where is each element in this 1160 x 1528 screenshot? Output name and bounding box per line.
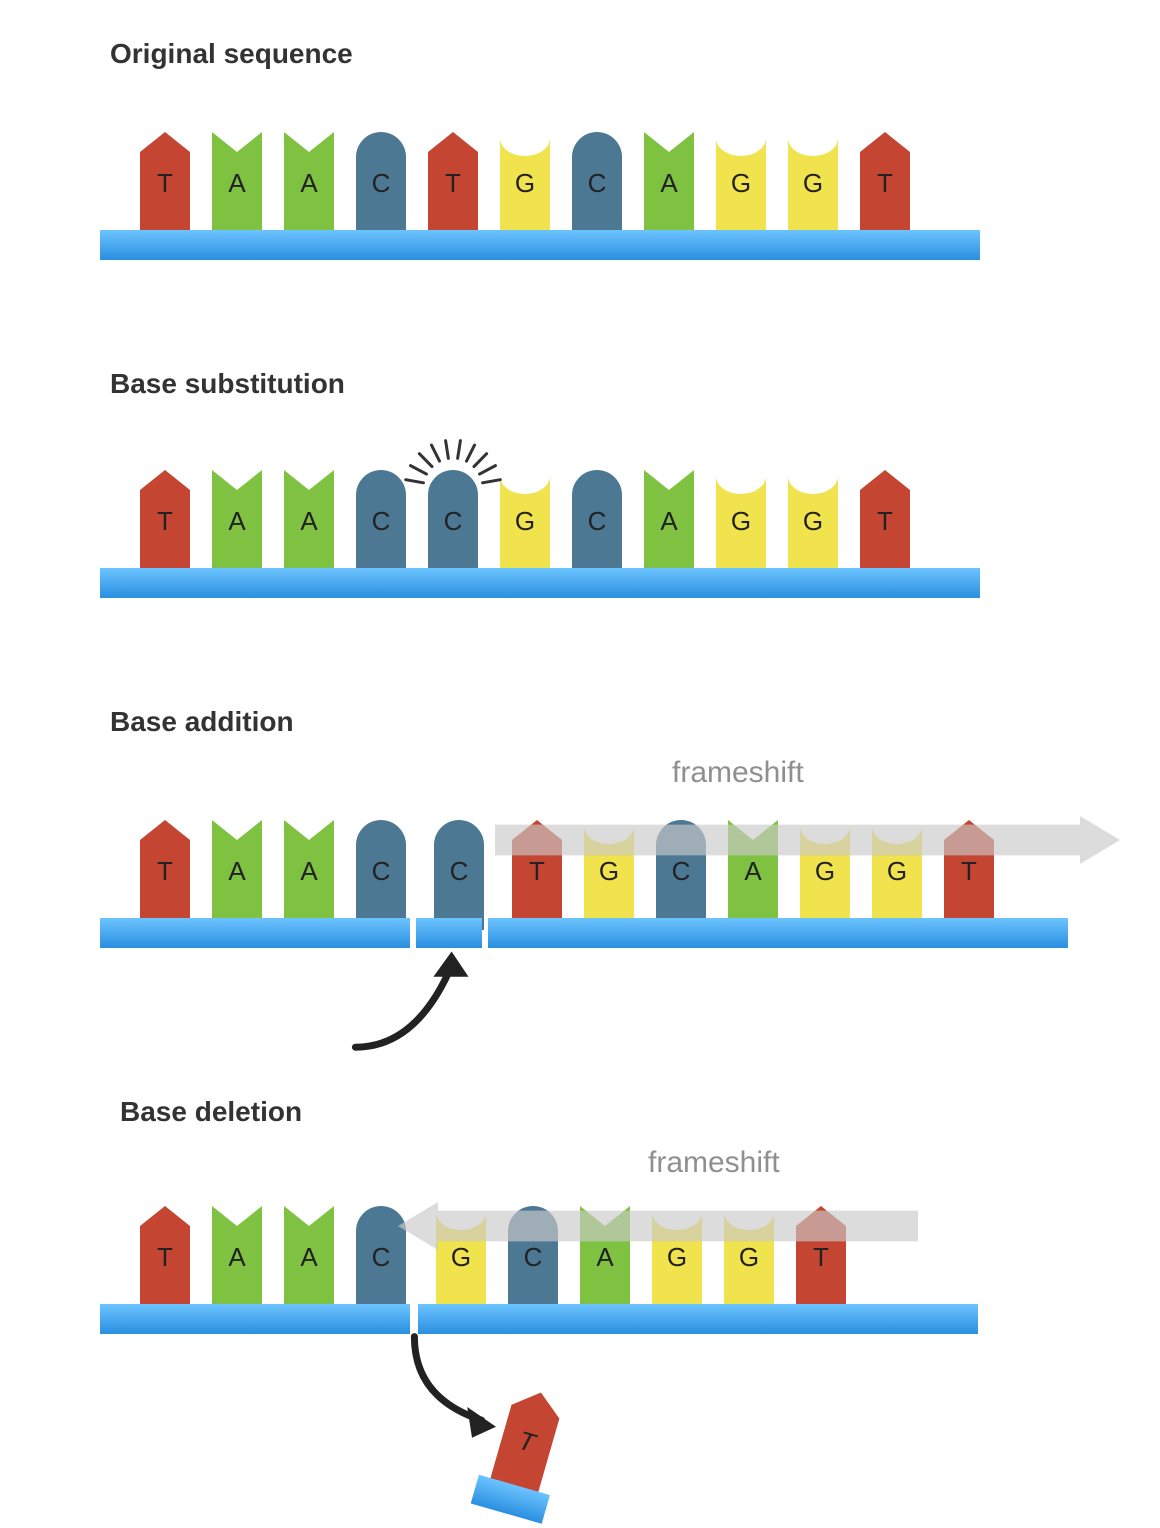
base-A: A (284, 132, 334, 242)
base-A: A (284, 470, 334, 580)
base-C: C (572, 132, 622, 242)
base-label: A (644, 506, 694, 537)
base-A: A (212, 1206, 262, 1316)
base-label: A (212, 856, 262, 887)
base-label: T (140, 168, 190, 199)
dna-backbone (488, 918, 1068, 948)
base-T: T (140, 820, 190, 930)
base-label: G (500, 506, 550, 537)
base-C: C (356, 820, 406, 930)
base-label: C (356, 168, 406, 199)
dna-backbone (416, 918, 482, 948)
dna-backbone (100, 230, 980, 260)
base-label: C (572, 168, 622, 199)
base-label: T (140, 856, 190, 887)
title-original: Original sequence (110, 38, 353, 70)
base-label: A (212, 1242, 262, 1273)
base-A: A (212, 132, 262, 242)
base-A: A (644, 470, 694, 580)
base-G: G (788, 470, 838, 580)
base-A: A (644, 132, 694, 242)
base-label: C (572, 506, 622, 537)
base-label: C (434, 856, 484, 887)
frameshift-arrow (495, 816, 1120, 869)
title-addition: Base addition (110, 706, 294, 738)
base-label: T (860, 506, 910, 537)
base-C: C (434, 820, 484, 930)
dna-backbone (100, 1304, 410, 1334)
base-T: T (428, 132, 478, 242)
base-A: A (284, 820, 334, 930)
base-label: G (788, 506, 838, 537)
base-label: T (860, 168, 910, 199)
base-label: A (212, 506, 262, 537)
diagram-canvas: Original sequence Base substitution Base… (0, 0, 1160, 1516)
frameshift-label-addition: frameshift (672, 756, 804, 790)
base-label: A (212, 168, 262, 199)
base-G: G (788, 132, 838, 242)
base-C: C (356, 470, 406, 580)
title-substitution: Base substitution (110, 368, 345, 400)
base-label: T (140, 1242, 190, 1273)
base-label: G (788, 168, 838, 199)
frameshift-label-deletion: frameshift (648, 1146, 780, 1180)
base-label: T (428, 168, 478, 199)
base-G: G (716, 470, 766, 580)
base-label: G (716, 506, 766, 537)
base-T: T (140, 1206, 190, 1316)
base-label: G (500, 168, 550, 199)
base-label: C (356, 506, 406, 537)
base-T: T (140, 470, 190, 580)
emphasis-burst (401, 436, 505, 545)
curve-arrow (345, 946, 475, 1061)
base-G: G (716, 132, 766, 242)
base-G: G (500, 470, 550, 580)
base-label: T (140, 506, 190, 537)
base-T: T (860, 132, 910, 242)
base-A: A (212, 820, 262, 930)
base-A: A (212, 470, 262, 580)
frameshift-arrow (398, 1202, 918, 1255)
base-label: C (356, 856, 406, 887)
dna-backbone (100, 568, 980, 598)
base-T: T (140, 132, 190, 242)
base-C: C (356, 132, 406, 242)
base-label: A (284, 856, 334, 887)
base-label: A (284, 1242, 334, 1273)
base-G: G (500, 132, 550, 242)
base-A: A (284, 1206, 334, 1316)
base-label: A (644, 168, 694, 199)
base-label: A (284, 168, 334, 199)
title-deletion: Base deletion (120, 1096, 302, 1128)
base-C: C (572, 470, 622, 580)
dna-backbone (100, 918, 410, 948)
base-label: A (284, 506, 334, 537)
base-label: G (716, 168, 766, 199)
base-T: T (860, 470, 910, 580)
